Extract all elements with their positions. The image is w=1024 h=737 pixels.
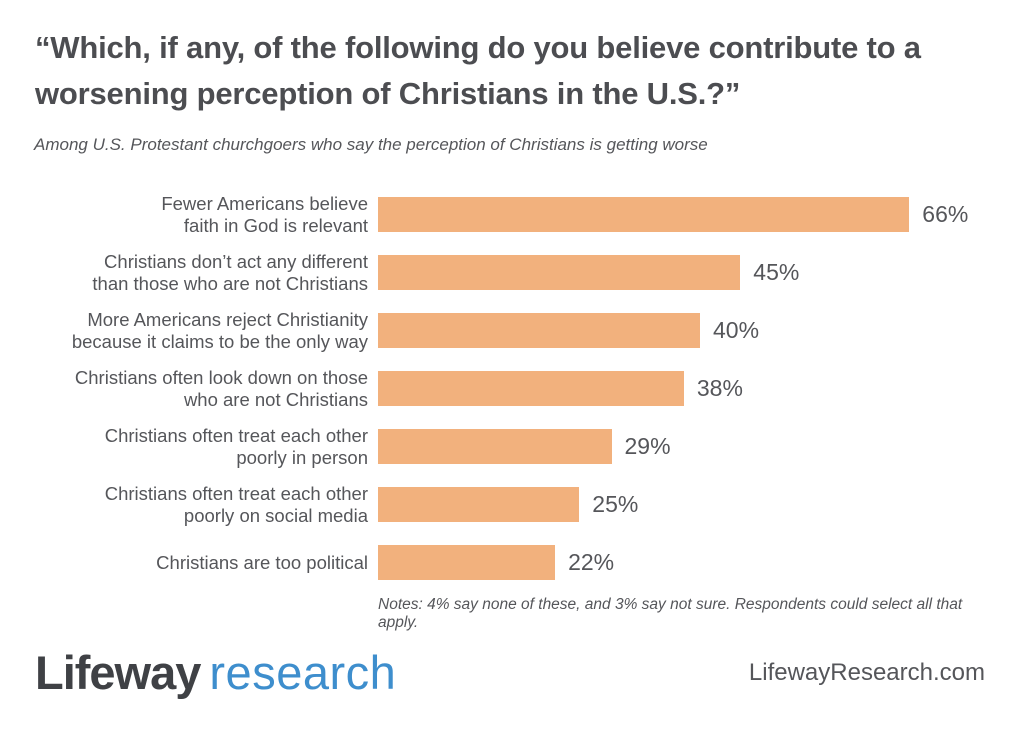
value-label: 45% — [753, 259, 800, 285]
bar — [378, 255, 741, 290]
chart-title: “Which, if any, of the following do you … — [35, 30, 921, 111]
value-label: 22% — [568, 549, 615, 575]
bar-row: More Americans reject Christianity becaus… — [28, 309, 1008, 352]
bar — [378, 313, 700, 348]
category-label: More Americans reject Christianity becaus… — [71, 308, 368, 352]
chart-notes: Notes: 4% say none of these, and 3% say … — [378, 596, 963, 631]
value-label: 40% — [713, 317, 760, 343]
bar — [378, 197, 910, 232]
value-label: 66% — [922, 201, 969, 227]
lifeway-research-logo: Lifeway research — [35, 646, 396, 700]
bar-row: Christians don’t act any different than t… — [28, 251, 1008, 294]
category-label: Christians often treat each other poorly … — [104, 482, 368, 526]
chart-subtitle: Among U.S. Protestant churchgoers who sa… — [34, 135, 708, 154]
bar — [378, 371, 684, 406]
website-url: LifewayResearch.com — [748, 659, 985, 686]
bar-row: Christians often treat each other poorly … — [28, 483, 1008, 526]
logo-wordmark-lifeway: Lifeway — [35, 646, 201, 699]
category-label: Christians often look down on those who a… — [74, 366, 368, 410]
bar-row: Christians are too political 22% — [28, 545, 1008, 580]
category-label: Christians often treat each other poorly … — [104, 424, 368, 468]
bar-row: Fewer Americans believe faith in God is r… — [28, 193, 1008, 236]
value-label: 38% — [696, 375, 743, 401]
bar — [378, 545, 556, 580]
bar — [378, 487, 580, 522]
bar — [378, 429, 612, 464]
value-label: 25% — [592, 491, 639, 517]
bar-row: Christians often look down on those who a… — [28, 367, 1008, 410]
value-label: 29% — [624, 433, 671, 459]
category-label: Fewer Americans believe faith in God is r… — [161, 192, 368, 236]
category-label: Christians don’t act any different than t… — [92, 250, 368, 294]
bar-row: Christians often treat each other poorly … — [28, 425, 1008, 468]
category-label: Christians are too political — [156, 551, 368, 573]
bar-chart: Fewer Americans believe faith in God is r… — [28, 193, 1008, 603]
logo-wordmark-research: research — [209, 646, 397, 699]
